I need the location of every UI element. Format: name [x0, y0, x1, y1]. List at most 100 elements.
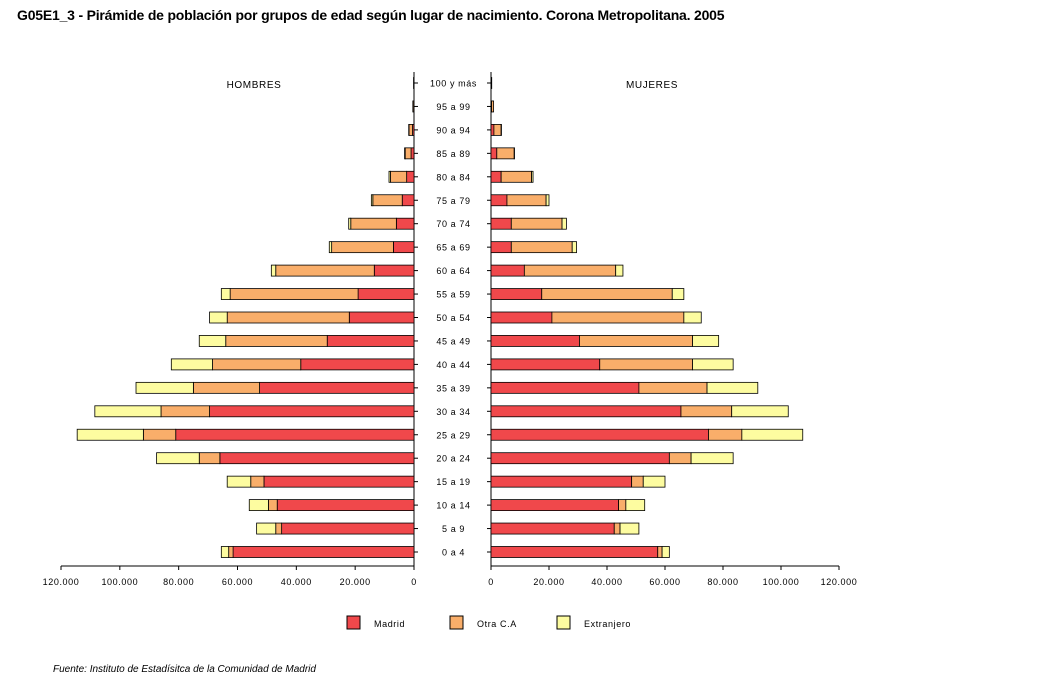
bar-mujeres-otra-c-a — [657, 546, 663, 558]
age-group-label: 15 a 19 — [436, 477, 470, 487]
bar-hombres-extranjero — [156, 452, 200, 465]
right-x-tick-label: 60.000 — [649, 577, 680, 587]
legend-label-madrid: Madrid — [374, 619, 405, 629]
bar-hombres-madrid — [406, 170, 415, 183]
age-group-label: 50 a 54 — [436, 313, 470, 323]
bar-mujeres-otra-c-a — [599, 358, 693, 371]
bar-mujeres-extranjero — [642, 475, 666, 488]
bar-mujeres-extranjero — [625, 499, 646, 512]
bar-mujeres-madrid — [490, 499, 619, 512]
age-group-label: 35 a 39 — [436, 383, 470, 393]
bar-mujeres-extranjero — [531, 170, 534, 183]
bar-hombres-madrid — [401, 194, 415, 207]
bar-hombres-extranjero — [270, 264, 277, 277]
age-group-label: 0 a 4 — [442, 548, 465, 558]
bar-mujeres-otra-c-a — [613, 522, 621, 535]
bar-hombres-otra-c-a — [250, 475, 265, 488]
legend-label-otra-c-a: Otra C.A — [477, 619, 517, 629]
bar-hombres-madrid — [393, 241, 415, 254]
age-group-label: 100 y más — [430, 79, 477, 89]
bar-mujeres-extranjero — [731, 405, 789, 418]
bar-mujeres-madrid — [490, 264, 525, 277]
age-group-label: 65 a 69 — [436, 243, 470, 253]
bar-hombres-madrid — [263, 475, 415, 488]
age-group-label: 60 a 64 — [436, 266, 470, 276]
bar-mujeres-madrid — [490, 147, 498, 160]
right-x-tick-label: 20.000 — [533, 577, 564, 587]
bar-hombres-madrid — [276, 499, 415, 512]
bar-mujeres-otra-c-a — [500, 170, 532, 183]
bar-mujeres-madrid — [490, 428, 709, 441]
bar-mujeres-madrid — [490, 194, 508, 207]
bar-hombres-extranjero — [248, 499, 269, 512]
bar-mujeres-madrid — [490, 170, 502, 183]
bar-hombres-extranjero — [209, 311, 228, 324]
bar-hombres-extranjero — [220, 546, 230, 558]
bar-hombres-otra-c-a — [331, 241, 394, 254]
bar-hombres-extranjero — [256, 522, 277, 535]
bar-hombres-extranjero — [226, 475, 252, 488]
panel-label-mujeres: MUJERES — [626, 80, 678, 91]
left-x-tick-label: 60.000 — [222, 577, 253, 587]
bar-hombres-extranjero — [170, 358, 213, 371]
bar-mujeres-otra-c-a — [506, 194, 547, 207]
bar-mujeres-otra-c-a — [493, 124, 502, 136]
age-group-label: 90 a 94 — [436, 125, 470, 135]
left-x-tick-label: 120.000 — [43, 577, 80, 587]
bar-hombres-otra-c-a — [372, 194, 403, 207]
source-note: Fuente: Instituto de Estadísitca de la C… — [53, 664, 316, 675]
bar-hombres-otra-c-a — [275, 522, 283, 535]
panel-label-hombres: HOMBRES — [227, 80, 282, 91]
bar-mujeres-madrid — [490, 546, 659, 558]
age-group-label: 10 a 14 — [436, 501, 470, 511]
bar-hombres-otra-c-a — [226, 311, 350, 324]
bar-mujeres-madrid — [490, 311, 553, 324]
age-group-label: 25 a 29 — [436, 430, 470, 440]
legend-swatch-extranjero — [556, 615, 571, 630]
bar-mujeres-madrid — [490, 405, 682, 418]
bar-hombres-extranjero — [328, 241, 333, 254]
bar-hombres-madrid — [395, 217, 415, 230]
bar-mujeres-otra-c-a — [638, 381, 708, 394]
bar-mujeres-madrid — [490, 381, 640, 394]
bar-mujeres-otra-c-a — [551, 311, 685, 324]
bar-mujeres-madrid — [490, 217, 512, 230]
bar-mujeres-extranjero — [619, 522, 640, 535]
bar-mujeres-otra-c-a — [618, 499, 627, 512]
bar-mujeres-extranjero — [561, 217, 567, 230]
bar-mujeres-madrid — [490, 358, 601, 371]
bar-hombres-otra-c-a — [192, 381, 260, 394]
bar-mujeres-otra-c-a — [541, 288, 673, 300]
right-x-tick-label: 0 — [488, 577, 494, 587]
right-x-tick-label: 120.000 — [821, 577, 858, 587]
bar-hombres-madrid — [410, 147, 415, 160]
bar-mujeres-extranjero — [741, 428, 804, 441]
bar-hombres-otra-c-a — [275, 264, 375, 277]
bar-mujeres-otra-c-a — [491, 100, 495, 113]
bar-hombres-otra-c-a — [390, 170, 408, 183]
bar-mujeres-madrid — [490, 288, 543, 300]
right-x-tick-label: 40.000 — [591, 577, 622, 587]
bar-hombres-otra-c-a — [229, 288, 359, 300]
bar-hombres-otra-c-a — [212, 358, 302, 371]
bar-hombres-otra-c-a — [404, 147, 412, 160]
age-group-label: 95 a 99 — [436, 102, 470, 112]
bar-hombres-otra-c-a — [228, 546, 234, 558]
bar-mujeres-otra-c-a — [708, 428, 743, 441]
bar-mujeres-extranjero — [683, 311, 702, 324]
bar-hombres-madrid — [209, 405, 415, 418]
bar-mujeres-otra-c-a — [496, 147, 515, 160]
bar-hombres-otra-c-a — [350, 217, 397, 230]
bar-hombres-madrid — [259, 381, 415, 394]
bar-mujeres-madrid — [490, 522, 615, 535]
bar-mujeres-madrid — [490, 452, 670, 465]
right-x-tick-label: 80.000 — [707, 577, 738, 587]
bar-hombres-madrid — [300, 358, 415, 371]
bar-hombres-otra-c-a — [142, 428, 177, 441]
bar-hombres-madrid — [348, 311, 415, 324]
bar-mujeres-madrid — [490, 475, 633, 488]
bar-mujeres-extranjero — [690, 452, 734, 465]
bar-hombres-extranjero — [94, 405, 162, 418]
age-group-label: 40 a 44 — [436, 360, 470, 370]
